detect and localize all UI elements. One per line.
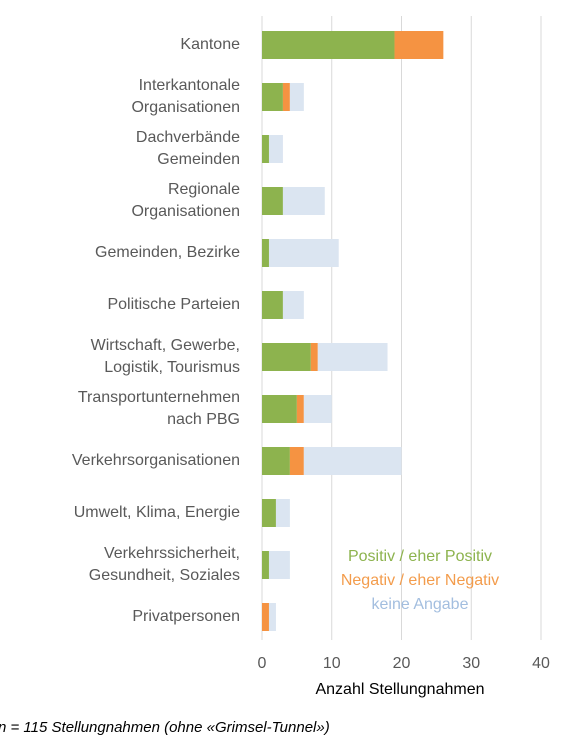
x-tick-label: 10 xyxy=(323,655,341,672)
y-tick-label: Verkehrssicherheit, Gesundheit, Soziales xyxy=(89,545,240,584)
bar-segment xyxy=(262,187,283,215)
bar-segment xyxy=(275,499,290,527)
legend-entry: Negativ / eher Negativ xyxy=(341,572,499,589)
bar-segment xyxy=(262,343,311,371)
bar-segment xyxy=(282,187,325,215)
footnote: n = 115 Stellungnahmen (ohne «Grimsel-Tu… xyxy=(0,719,330,736)
bar-segment xyxy=(268,603,276,631)
bar-segment xyxy=(262,447,290,475)
x-tick-label: 0 xyxy=(258,655,267,672)
y-tick-label: Umwelt, Klima, Energie xyxy=(74,504,240,521)
bar-segment xyxy=(262,603,269,631)
bar-segment xyxy=(262,291,283,319)
bar-segment xyxy=(303,447,402,475)
bar-segment xyxy=(262,239,269,267)
bar-segment xyxy=(268,551,290,579)
x-axis-title: Anzahl Stellungnahmen xyxy=(315,681,484,698)
legend-entry: Positiv / eher Positiv xyxy=(348,548,492,565)
bar-segment xyxy=(262,551,269,579)
bar-segment xyxy=(262,31,395,59)
bar-segment xyxy=(394,31,444,59)
bar-segment xyxy=(317,343,388,371)
bar-segment xyxy=(282,291,304,319)
x-tick-label: 40 xyxy=(532,655,550,672)
bar-segment xyxy=(262,395,297,423)
y-tick-label: Interkantonale Organisationen xyxy=(131,77,240,116)
y-tick-label: Verkehrsorganisationen xyxy=(72,452,240,469)
bar-segment xyxy=(296,395,304,423)
bar-segment xyxy=(262,83,283,111)
legend-entry: keine Angabe xyxy=(372,596,469,613)
y-tick-label: Kantone xyxy=(180,36,240,53)
bar-segment xyxy=(262,135,269,163)
y-tick-label: Transportunternehmen nach PBG xyxy=(78,389,240,428)
x-tick-label: 30 xyxy=(462,655,480,672)
bar-segment xyxy=(268,239,339,267)
y-tick-label: Gemeinden, Bezirke xyxy=(95,244,240,261)
bar-segment xyxy=(303,395,332,423)
y-tick-label: Regionale Organisationen xyxy=(131,181,240,220)
y-tick-label: Politische Parteien xyxy=(107,296,240,313)
y-tick-label: Privatpersonen xyxy=(132,608,240,625)
bar-segment xyxy=(289,83,304,111)
y-tick-label: Dachverbände Gemeinden xyxy=(136,129,240,168)
bar-segment xyxy=(262,499,276,527)
bar-segment xyxy=(268,135,283,163)
y-tick-label: Wirtschaft, Gewerbe, Logistik, Tourismus xyxy=(91,337,240,376)
bar-segment xyxy=(282,83,290,111)
bar-segment xyxy=(289,447,304,475)
x-tick-label: 20 xyxy=(393,655,411,672)
bar-segment xyxy=(310,343,318,371)
